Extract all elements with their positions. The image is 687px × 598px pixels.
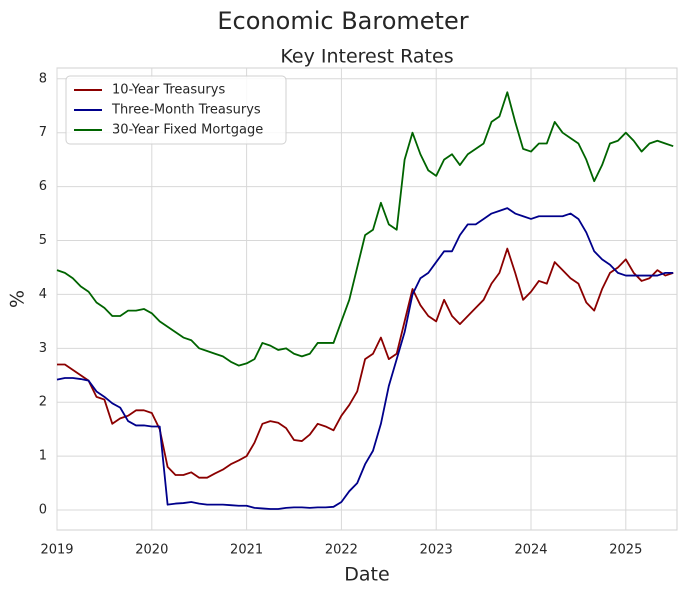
y-axis-label: % [7, 290, 29, 308]
y-tick-label: 6 [39, 179, 47, 194]
data-line [56, 91, 674, 367]
legend-label: 30-Year Fixed Mortgage [112, 123, 263, 138]
chart-subtitle: Key Interest Rates [280, 46, 453, 68]
legend-label: 10-Year Treasurys [112, 83, 225, 98]
y-tick-label: 8 [39, 71, 47, 86]
y-tick-label: 2 [39, 395, 47, 410]
legend-box [65, 75, 287, 145]
x-tick-label: 2020 [135, 543, 168, 558]
x-tick-label: 2025 [609, 543, 642, 558]
chart-title: Economic Barometer [217, 7, 468, 35]
plot-area [56, 67, 678, 531]
y-tick-label: 3 [39, 341, 47, 356]
y-tick-label: 1 [39, 449, 47, 464]
y-tick-label: 5 [39, 233, 47, 248]
x-tick-label: 2021 [230, 543, 263, 558]
y-tick-label: 0 [39, 503, 47, 518]
x-tick-label: 2024 [514, 543, 547, 558]
y-tick-label: 7 [39, 125, 47, 140]
x-tick-label: 2023 [420, 543, 453, 558]
x-axis-label: Date [344, 564, 389, 586]
data-line [56, 207, 674, 510]
y-tick-label: 4 [39, 287, 47, 302]
legend-label: Three-Month Treasurys [111, 103, 261, 118]
x-tick-label: 2022 [325, 543, 358, 558]
x-tick-label: 2019 [40, 543, 73, 558]
